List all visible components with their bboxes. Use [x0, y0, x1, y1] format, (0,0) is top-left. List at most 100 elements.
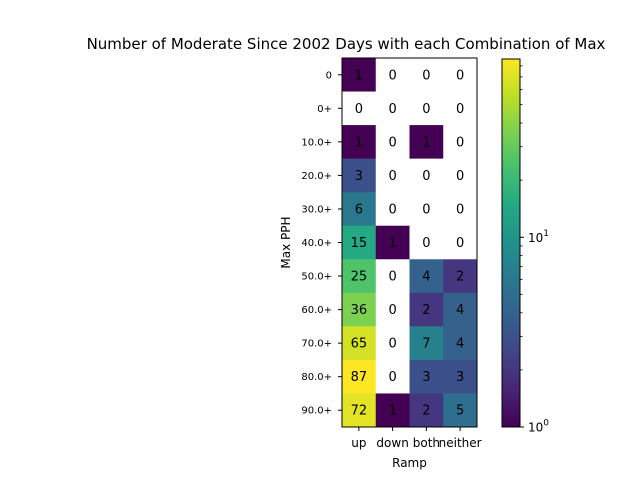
cell-value-label: 0 — [456, 236, 464, 251]
cell-value-label: 0 — [388, 270, 396, 285]
cell-value-label: 7 — [422, 337, 430, 352]
heatmap-cell — [375, 158, 410, 193]
y-tick-label: 40.0+ — [301, 238, 332, 249]
heatmap-cell — [342, 292, 377, 327]
y-tick-label: 0+ — [317, 104, 332, 115]
heatmap-cell — [342, 393, 377, 428]
y-tick-label: 30.0+ — [301, 204, 332, 215]
y-tick-label: 60.0+ — [301, 305, 332, 316]
cell-value-label: 2 — [456, 270, 464, 285]
heatmap-cell — [409, 58, 444, 92]
cell-value-label: 1 — [422, 135, 430, 150]
cell-value-label: 0 — [456, 169, 464, 184]
heatmap-cell — [342, 125, 377, 159]
heatmap-cell — [375, 125, 410, 159]
colorbar-tick-label: 100 — [528, 419, 549, 435]
cell-value-label: 4 — [456, 337, 464, 352]
heatmap-cell — [375, 292, 410, 327]
y-tick-label: 10.0+ — [301, 137, 332, 148]
cell-value-label: 0 — [388, 68, 396, 83]
x-tick-label: down — [376, 436, 408, 450]
heatmap-cell — [409, 192, 444, 227]
heatmap-cell — [342, 158, 377, 193]
heatmap-cell — [342, 259, 377, 294]
cell-value-label: 2 — [422, 404, 430, 419]
heatmap-cell — [409, 393, 444, 428]
cell-value-label: 0 — [422, 202, 430, 217]
heatmap-cell — [375, 192, 410, 227]
cell-value-label: 0 — [388, 202, 396, 217]
cell-value-label: 0 — [456, 68, 464, 83]
y-tick-label: 20.0+ — [301, 171, 332, 182]
cell-value-label: 4 — [422, 270, 430, 285]
heatmap-cell — [342, 359, 377, 394]
heatmap-cell — [443, 192, 478, 227]
cell-value-label: 65 — [351, 337, 368, 352]
cell-value-label: 0 — [422, 68, 430, 83]
heatmap-cell — [443, 359, 478, 394]
heatmap-cell — [409, 125, 444, 159]
cell-value-label: 4 — [456, 303, 464, 318]
heatmap-cell — [443, 91, 478, 126]
heatmap-cell — [409, 259, 444, 294]
colorbar-tick-label: 101 — [528, 229, 549, 245]
chart-title: Number of Moderate Since 2002 Days with … — [87, 35, 606, 53]
heatmap-cell-labels: 1 0 0 00 0 0 01 0 1 03 0 0 06 0 0 015 1 0 025 0 4 236 0 2 465 0 7 4… — [351, 68, 465, 418]
y-tick-label: 50.0+ — [301, 272, 332, 283]
y-tick-label: 70.0+ — [301, 339, 332, 350]
cell-value-label: 5 — [456, 404, 464, 419]
heatmap-cell — [409, 359, 444, 394]
heatmap-cells — [342, 58, 478, 428]
heatmap-cell — [443, 326, 478, 361]
cell-value-label: 3 — [422, 370, 430, 385]
heatmap-cell — [443, 58, 478, 92]
cell-value-label: 15 — [351, 236, 368, 251]
cell-value-label: 1 — [388, 404, 396, 419]
heatmap-cell — [443, 158, 478, 193]
heatmap-cell — [409, 158, 444, 193]
cell-value-label: 0 — [355, 102, 363, 117]
y-axis-ticks: 0 0+ 10.0+ 20.0+ 30.0+ 40.0+ 50.0+ 60.0+ 70.0+ 80… — [301, 70, 342, 417]
cell-value-label: 3 — [456, 370, 464, 385]
x-axis-label: Ramp — [392, 456, 427, 470]
heatmap-cell — [409, 91, 444, 126]
heatmap-cell — [375, 393, 410, 428]
heatmap-cell — [375, 326, 410, 361]
cell-value-label: 0 — [388, 337, 396, 352]
heatmap-cell — [342, 225, 377, 260]
y-tick-label: 90.0+ — [301, 406, 332, 417]
heatmap-cell — [375, 259, 410, 294]
heatmap-cell — [409, 326, 444, 361]
heatmap-cell — [443, 125, 478, 159]
cell-value-label: 0 — [422, 236, 430, 251]
cell-value-label: 0 — [388, 102, 396, 117]
y-tick-label: 0 — [326, 70, 332, 81]
heatmap-cell — [443, 259, 478, 294]
colorbar-ticks: 100 101 — [520, 65, 549, 435]
heatmap-cell — [342, 326, 377, 361]
heatmap-cell — [409, 225, 444, 260]
cell-value-label: 6 — [355, 202, 363, 217]
cell-value-label: 0 — [388, 303, 396, 318]
cell-value-label: 2 — [422, 303, 430, 318]
cell-value-label: 0 — [456, 102, 464, 117]
y-axis-label: Max PPH — [279, 216, 293, 268]
cell-value-label: 1 — [355, 68, 363, 83]
cell-value-label: 25 — [351, 270, 368, 285]
colorbar-gradient — [502, 59, 520, 427]
heatmap-cell — [342, 91, 377, 126]
cell-value-label: 1 — [388, 236, 396, 251]
heatmap-cell — [375, 359, 410, 394]
cell-value-label: 0 — [422, 102, 430, 117]
cell-value-label: 0 — [456, 135, 464, 150]
cell-value-label: 0 — [388, 169, 396, 184]
heatmap-cell — [375, 58, 410, 92]
heatmap-cell — [375, 225, 410, 260]
heatmap-cell — [443, 225, 478, 260]
colorbar-frame — [501, 58, 521, 428]
heatmap-cell — [342, 192, 377, 227]
y-tick-label: 80.0+ — [301, 372, 332, 383]
cell-value-label: 3 — [355, 169, 363, 184]
